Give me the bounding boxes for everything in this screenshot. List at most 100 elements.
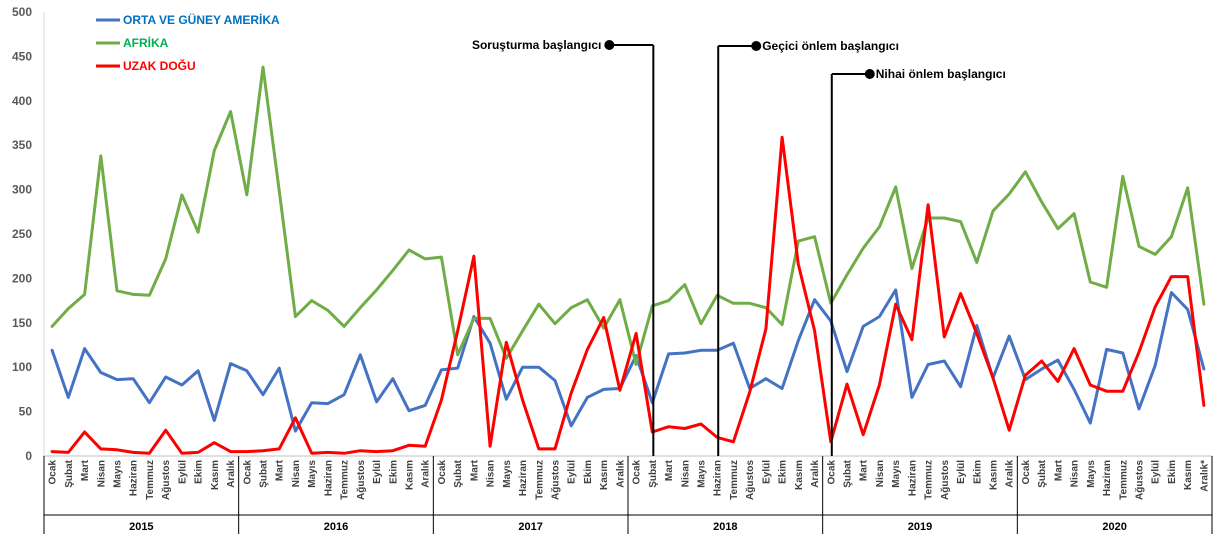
x-tick-label: Ocak [242,460,253,485]
x-tick-label: Aralık [615,460,626,488]
x-tick-label: Kasım [989,460,1000,490]
series-lines [50,65,1206,455]
x-tick-label: Eylül [372,460,383,484]
x-tick-label: Ağustos [551,460,562,500]
x-tick-label: Ağustos [1135,460,1146,500]
series-line-2 [50,135,1206,455]
x-tick-label: Kasım [405,460,416,490]
annotation-dot [751,41,762,51]
legend-label: AFRİKA [123,35,169,50]
x-tick-label: Mart [1053,459,1064,481]
x-tick-label: Eylül [567,460,578,484]
x-tick-label: Haziran [129,460,140,496]
legend-label: UZAK DOĞU [123,58,196,73]
year-label: 2019 [908,521,932,533]
x-tick-label: Kasım [794,460,805,490]
x-tick-label: Aralık [1005,460,1016,488]
annotation-label: Nihai önlem başlangıcı [876,67,1006,81]
x-tick-label: Şubat [259,459,270,487]
x-tick-label: Nisan [680,460,691,487]
x-tick-label: Haziran [323,460,334,496]
x-tick-label: Aralık [226,460,237,488]
x-tick-label: Haziran [907,460,918,496]
x-tick-label: Nisan [96,460,107,487]
annotation-dot [604,40,615,50]
x-tick-label: Eylül [956,460,967,484]
y-tick-label: 400 [12,94,32,108]
annotation-label: Soruşturma başlangıcı [472,38,601,52]
y-tick-label: 350 [12,138,32,152]
y-tick-label: 0 [25,449,32,463]
annotations: Soruşturma başlangıcı Geçici önlem başlan… [472,38,1006,456]
x-tick-label: Ekim [388,460,399,484]
x-tick-label: Ağustos [161,460,172,500]
x-tick-label: Mart [80,459,91,481]
x-tick-label: Temmuz [145,460,156,500]
x-tick-label: Mayıs [1086,460,1097,488]
x-tick-label: Mart [275,459,286,481]
x-tick-label: Temmuz [340,460,351,500]
y-tick-label: 150 [12,316,32,330]
year-label: 2015 [129,521,153,533]
y-tick-label: 450 [12,49,32,63]
x-tick-label: Mart [469,459,480,481]
x-tick-label: Mayıs [502,460,513,488]
x-tick-label: Haziran [518,460,529,496]
x-tick-label: Aralık [421,460,432,488]
y-tick-label: 250 [12,227,32,241]
x-tick-label: Şubat [648,459,659,487]
y-tick-label: 100 [12,360,32,374]
x-tick-label: Ağustos [940,460,951,500]
x-tick-label: Mayıs [113,460,124,488]
x-tick-label: Temmuz [1118,460,1129,500]
annotation-dot [864,69,875,79]
x-tick-label: Ocak [826,460,837,485]
x-tick-label: Haziran [1102,460,1113,496]
year-label: 2018 [713,521,737,533]
x-axis: Ocak Şubat Mart Nisan Mayıs Haziran Temmuz Ağus… [43,455,1213,534]
year-label: 2020 [1102,521,1126,533]
legend: ORTA VE GÜNEY AMERİKA AFRİKA UZAK DOĞU [96,12,280,73]
y-tick-label: 300 [12,183,32,197]
legend-label: ORTA VE GÜNEY AMERİKA [123,12,280,27]
y-tick-label: 500 [12,5,32,19]
x-tick-label: Şubat [843,459,854,487]
x-tick-label: Kasım [210,460,221,490]
x-tick-label: Ocak [1021,460,1032,485]
x-tick-label: Mart [664,459,675,481]
x-tick-label: Ocak [48,460,59,485]
x-tick-label: Şubat [453,459,464,487]
x-tick-label: Aralık [810,460,821,488]
x-tick-label: Aralık* [1199,460,1210,492]
x-tick-label: Şubat [64,459,75,487]
x-tick-label: Nisan [1070,460,1081,487]
x-tick-label: Haziran [713,460,724,496]
x-tick-label: Kasım [599,460,610,490]
x-tick-label: Mart [859,459,870,481]
x-tick-label: Ekim [194,460,205,484]
x-tick-label: Kasım [1183,460,1194,490]
series-line-1 [50,65,1206,366]
x-tick-label: Eylül [761,460,772,484]
x-tick-label: Temmuz [729,460,740,500]
y-tick-label: 50 [19,405,33,419]
x-tick-label: Şubat [1037,459,1048,487]
x-tick-label: Eylül [1151,460,1162,484]
series-line-0 [50,288,1206,433]
y-tick-label: 200 [12,271,32,285]
x-tick-label: Mayıs [891,460,902,488]
y-axis: 0 50 100 150 200 250 300 350 400 450 500 [12,5,45,463]
x-tick-label: Temmuz [534,460,545,500]
x-tick-label: Ekim [1167,460,1178,484]
x-tick-label: Ocak [632,460,643,485]
x-tick-label: Ekim [778,460,789,484]
year-label: 2017 [518,521,542,533]
x-tick-label: Temmuz [924,460,935,500]
x-tick-label: Nisan [291,460,302,487]
x-tick-label: Ocak [437,460,448,485]
x-tick-label: Ekim [972,460,983,484]
x-tick-label: Nisan [486,460,497,487]
x-tick-label: Eylül [177,460,188,484]
x-tick-label: Ekim [583,460,594,484]
